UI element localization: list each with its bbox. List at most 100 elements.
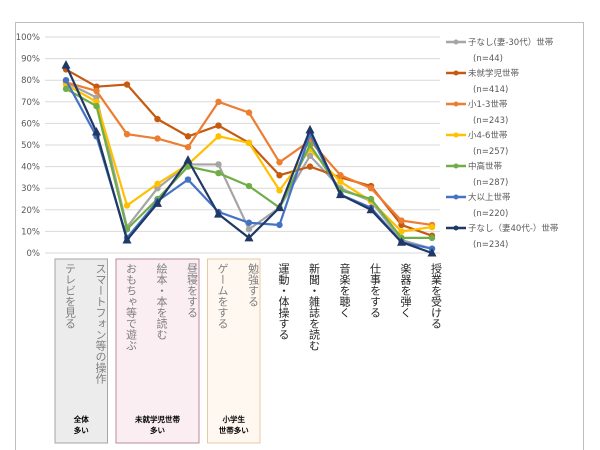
y-tick-label: 100% — [16, 33, 40, 43]
legend-n: (n=257) — [473, 147, 508, 157]
data-point — [215, 161, 222, 168]
data-point — [245, 219, 253, 226]
group-label: 全体 — [73, 414, 89, 424]
data-point — [153, 198, 162, 207]
data-point — [276, 172, 283, 179]
legend-label: 未就学児世帯 — [468, 68, 520, 79]
data-point — [366, 204, 376, 214]
data-point — [92, 127, 101, 136]
y-tick-label: 30% — [21, 184, 40, 194]
data-point — [276, 187, 283, 194]
data-point — [154, 115, 161, 123]
data-point — [275, 202, 284, 212]
data-point — [184, 176, 192, 183]
data-point — [123, 131, 131, 138]
data-point — [245, 109, 253, 116]
data-point — [306, 152, 314, 159]
legend-label: 小1-3世帯 — [468, 99, 508, 110]
y-tick-label: 90% — [21, 55, 40, 65]
data-point — [93, 87, 100, 95]
data-point — [367, 185, 375, 192]
group-label: 未就学児世帯 — [135, 414, 180, 424]
data-point — [62, 77, 70, 84]
category-label: 音楽を聴く — [338, 262, 351, 318]
data-point — [398, 217, 405, 224]
legend-marker — [453, 39, 459, 45]
data-point — [244, 232, 254, 242]
data-point — [215, 98, 222, 106]
legend-n: (n=234) — [473, 240, 508, 250]
data-point — [276, 221, 283, 229]
group-box — [115, 258, 200, 444]
category-label: 絵本・本を読む — [155, 262, 168, 340]
group-label: 多い — [74, 425, 89, 435]
data-point — [367, 195, 375, 203]
data-point — [306, 141, 314, 149]
data-point — [93, 102, 100, 110]
data-point — [428, 234, 436, 242]
group-box — [54, 258, 108, 444]
group-box — [207, 258, 261, 444]
data-point — [154, 135, 161, 142]
legend-marker — [453, 163, 459, 169]
legend-n: (n=414) — [473, 85, 508, 95]
y-tick-label: 70% — [21, 98, 40, 108]
data-point — [154, 180, 161, 188]
y-tick-label: 40% — [21, 163, 40, 173]
data-point — [305, 124, 315, 134]
legend-n: (n=220) — [473, 209, 508, 219]
category-label: 運動・体操する — [277, 263, 290, 340]
category-label: 仕事をする — [369, 263, 382, 318]
data-point — [427, 248, 437, 257]
y-tick-label: 20% — [21, 206, 40, 216]
data-point — [214, 209, 223, 218]
data-point — [337, 178, 344, 185]
data-point — [428, 223, 436, 231]
data-point — [276, 159, 283, 166]
data-point — [397, 237, 406, 246]
data-point — [398, 228, 405, 235]
legend-n: (n=44) — [473, 54, 503, 64]
data-point — [245, 139, 253, 147]
data-point — [61, 60, 71, 69]
data-point — [215, 122, 222, 129]
data-point — [123, 81, 131, 88]
category-label: ゲームをする — [216, 263, 229, 329]
series-line — [65, 68, 433, 237]
data-point — [245, 182, 253, 190]
chart-frame — [15, 22, 584, 450]
data-point — [245, 226, 253, 233]
legend-marker — [453, 101, 459, 107]
legend-n: (n=243) — [473, 116, 508, 126]
y-tick-label: 50% — [21, 141, 40, 151]
data-point — [215, 169, 222, 177]
category-label: 昼寝をする — [186, 263, 199, 318]
group-label: 小学生 — [223, 414, 246, 424]
category-label: 楽器を弾く — [399, 263, 412, 318]
legend-label: 子なし(妻-30代）世帯 — [468, 37, 554, 48]
data-point — [62, 85, 70, 93]
data-point — [337, 172, 344, 179]
y-tick-label: 0% — [27, 249, 41, 259]
category-label: テレビを見る — [64, 263, 77, 329]
group-label: 多い — [150, 425, 165, 435]
legend-n: (n=287) — [473, 178, 508, 188]
legend-label: 子なし（妻40代-）世帯 — [468, 223, 559, 234]
data-point — [122, 235, 132, 244]
category-label: 授業を受ける — [430, 262, 443, 329]
legend-label: 中高世帯 — [468, 161, 503, 172]
data-point — [183, 155, 193, 164]
data-point — [336, 189, 345, 199]
legend-marker — [453, 225, 459, 231]
y-tick-label: 10% — [21, 227, 40, 237]
legend-label: 大以上世帯 — [468, 192, 511, 203]
data-point — [215, 133, 222, 140]
legend-label: 小4-6世帯 — [468, 130, 508, 141]
legend-marker — [453, 132, 459, 138]
legend-marker — [453, 194, 459, 200]
category-label: おもちゃ等で遊ぶ — [125, 263, 138, 351]
data-point — [123, 202, 131, 209]
category-label: スマートフォン等の操作 — [94, 263, 107, 384]
